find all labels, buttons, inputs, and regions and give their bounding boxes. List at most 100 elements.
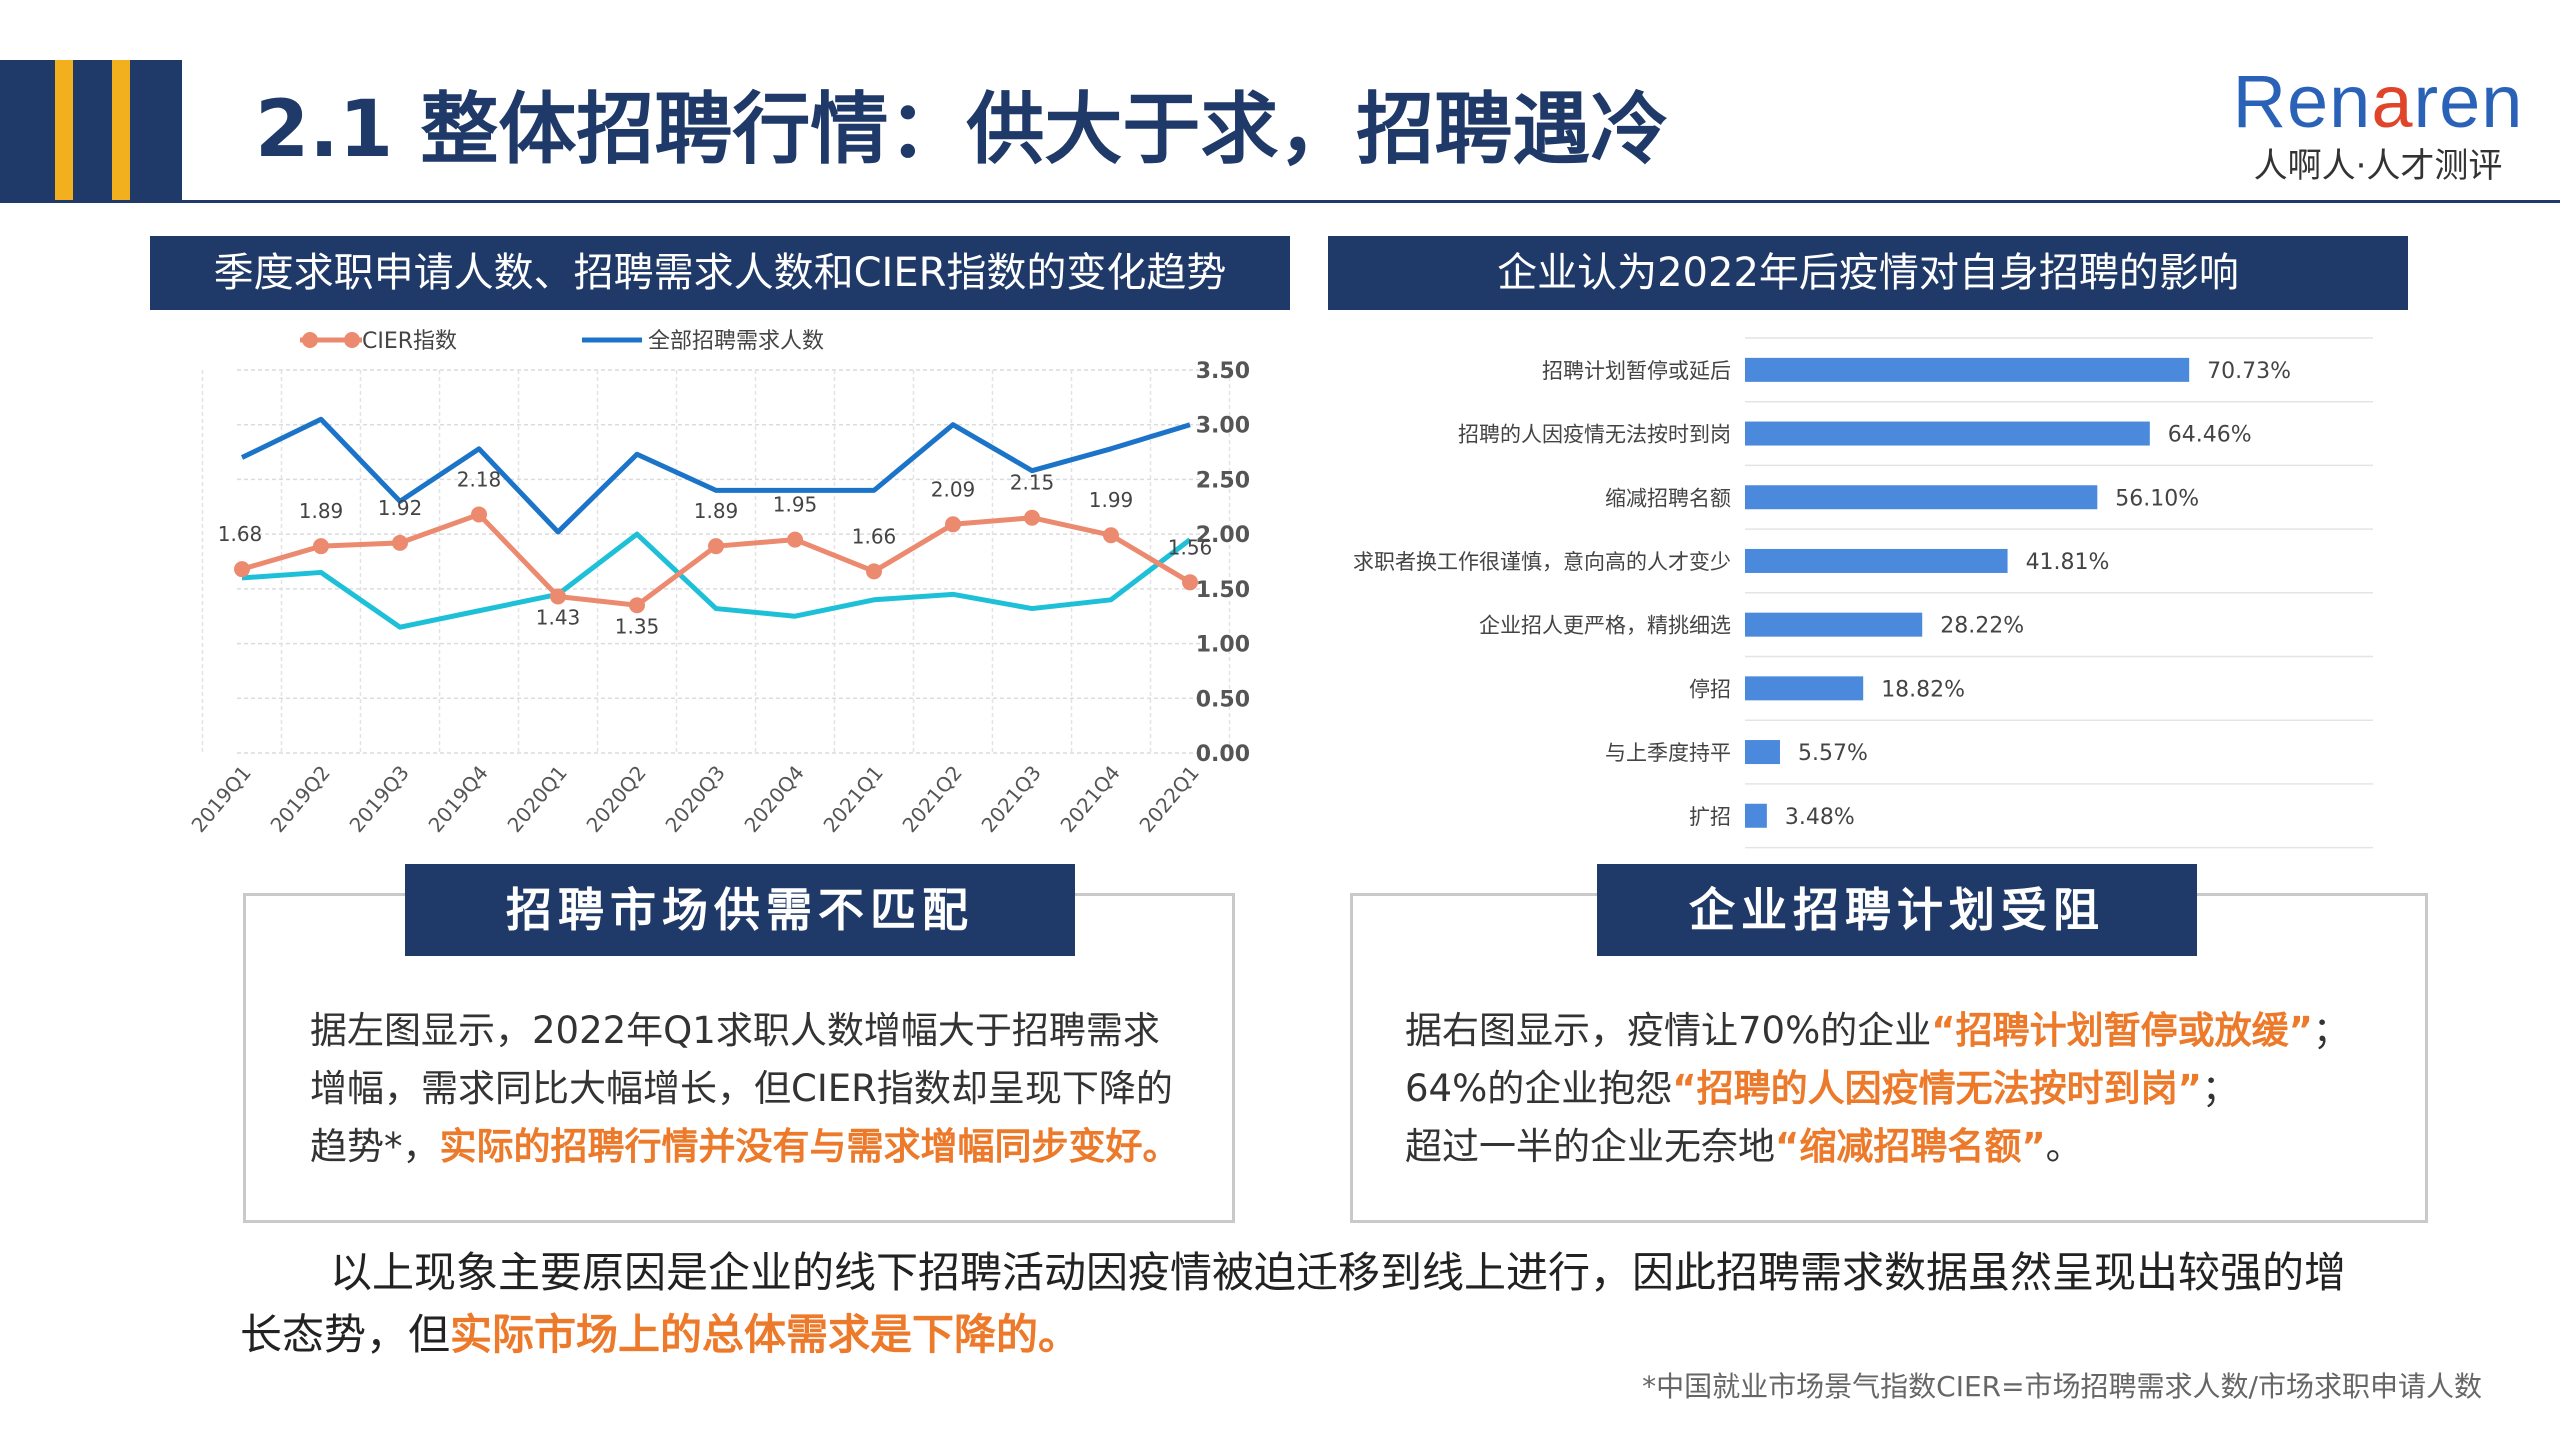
bar — [1745, 803, 1767, 828]
conclusion-text: 以上现象主要原因是企业的线下招聘活动因疫情被迫迁移到线上进行，因此招聘需求数据虽… — [240, 1248, 2347, 1359]
cier-data-label: 2.15 — [1010, 471, 1055, 495]
legend-label-cier: CIER指数 — [362, 329, 457, 354]
cier-point — [313, 538, 329, 555]
y-tick-label: 0.00 — [1196, 742, 1250, 767]
cier-data-label: 1.99 — [1089, 488, 1134, 512]
bar-value-label: 64.46% — [2168, 423, 2252, 448]
x-tick-label: 2020Q3 — [660, 761, 729, 837]
bar-value-label: 28.22% — [1940, 614, 2024, 639]
line-chart-grid — [201, 369, 1231, 754]
cier-data-label: 1.56 — [1168, 535, 1213, 559]
cier-point — [708, 538, 724, 555]
x-tick-label: 2021Q1 — [818, 761, 887, 837]
bar — [1745, 676, 1864, 701]
y-tick-label: 3.00 — [1196, 414, 1250, 439]
left-summary-label: 招聘市场供需不匹配 — [405, 864, 1075, 956]
bar — [1745, 421, 2150, 446]
cier-point — [1103, 527, 1119, 544]
y-tick-label: 3.50 — [1196, 359, 1250, 384]
x-tick-label: 2019Q3 — [344, 761, 413, 837]
header-block — [0, 60, 182, 202]
bar-chart: 招聘计划暂停或延后 70.73% 招聘的人因疫情无法按时到岗 64.46% 缩减招聘名额… — [1353, 337, 2373, 849]
bar-chart-grid — [1745, 337, 2373, 849]
bar — [1745, 357, 2190, 382]
x-tick-label: 2019Q4 — [423, 761, 492, 837]
page-title: 2.1 整体招聘行情：供大于求，招聘遇冷 — [255, 85, 1669, 175]
bar-value-label: 41.81% — [2026, 550, 2110, 575]
bar — [1745, 612, 1923, 637]
logo-subtitle: 人啊人·人才测评 — [2253, 146, 2503, 186]
cier-data-label: 1.89 — [299, 499, 344, 523]
line-chart-x-axis: 2019Q1 2019Q2 2019Q3 2019Q4 2020Q1 2020Q2 2020… — [186, 761, 1203, 837]
bar-category-label: 招聘的人因疫情无法按时到岗 — [1458, 423, 1731, 447]
series-line — [241, 531, 1192, 630]
legend-marker-cier — [344, 332, 360, 348]
header-stripe-1 — [55, 60, 73, 202]
cier-data-label: 1.89 — [694, 499, 739, 523]
cier-data-label: 2.18 — [457, 467, 502, 491]
x-tick-label: 2021Q3 — [976, 761, 1045, 837]
cier-point — [629, 597, 645, 614]
cier-data-label: 1.66 — [852, 524, 897, 548]
cier-point — [550, 588, 566, 605]
bar-category-label: 与上季度持平 — [1605, 741, 1731, 765]
cier-point — [1024, 509, 1040, 526]
line-chart: 0.000.501.001.502.002.503.003.50 2019Q1 2… — [186, 329, 1250, 837]
bar-category-label: 招聘计划暂停或延后 — [1542, 359, 1731, 383]
x-tick-label: 2022Q1 — [1134, 761, 1203, 837]
cier-point — [945, 516, 961, 533]
bar — [1745, 740, 1780, 765]
x-tick-label: 2019Q1 — [186, 761, 255, 837]
cier-point — [866, 563, 882, 580]
legend-label-demand: 全部招聘需求人数 — [648, 329, 824, 354]
left-summary-text: 据左图显示，2022年Q1求职人数增幅大于招聘需求增幅，需求同比大幅增长，但CI… — [310, 1009, 1180, 1168]
series-line — [240, 416, 1191, 535]
header-divider — [0, 200, 2560, 203]
line-chart-series: 1.68 1.89 1.92 2.18 1.43 1.35 1.89 1.95 1.66 2.09… — [218, 416, 1213, 638]
x-tick-label: 2021Q2 — [897, 761, 966, 837]
right-summary-line-2: 64%的企业抱怨“招聘的人因疫情无法按时到岗”； — [1405, 1067, 2239, 1110]
bar — [1745, 485, 2098, 510]
right-summary-text: 据右图显示，疫情让70%的企业“招聘计划暂停或放缓”； 64%的企业抱怨“招聘的… — [1405, 1002, 2405, 1176]
cier-data-label: 1.43 — [536, 606, 581, 630]
cier-point — [471, 506, 487, 523]
bar-category-label: 企业招人更严格，精挑细选 — [1479, 614, 1731, 638]
right-summary-line-3: 超过一半的企业无奈地“缩减招聘名额”。 — [1405, 1125, 2083, 1168]
cier-point — [787, 531, 803, 548]
right-summary-label: 企业招聘计划受阻 — [1597, 864, 2197, 956]
left-panel-title: 季度求职申请人数、招聘需求人数和CIER指数的变化趋势 — [150, 236, 1290, 310]
bar-category-label: 扩招 — [1689, 805, 1731, 829]
bar-value-label: 5.57% — [1798, 741, 1868, 766]
bar-category-label: 求职者换工作很谨慎，意向高的人才变少 — [1353, 550, 1731, 574]
line-chart-y-axis: 0.00 0.50 1.00 1.50 2.00 2.50 3.00 3.50 — [1196, 359, 1250, 767]
y-tick-label: 0.50 — [1196, 687, 1250, 712]
bar-category-label: 缩减招聘名额 — [1605, 486, 1731, 510]
x-tick-label: 2021Q4 — [1055, 761, 1124, 837]
cier-point — [234, 561, 250, 578]
footnote: *中国就业市场景气指数CIER=市场招聘需求人数/市场求职申请人数 — [1642, 1370, 2482, 1403]
bar — [1745, 548, 2008, 573]
cier-data-label: 1.92 — [378, 496, 423, 520]
x-tick-label: 2020Q2 — [581, 761, 650, 837]
bar-value-label: 70.73% — [2207, 359, 2291, 384]
y-tick-label: 2.50 — [1196, 468, 1250, 493]
bar-chart-bars: 招聘计划暂停或延后 70.73% 招聘的人因疫情无法按时到岗 64.46% 缩减招聘名额… — [1353, 357, 2291, 830]
line-chart-legend: CIER指数 全部招聘需求人数 — [300, 329, 824, 354]
bar-value-label: 56.10% — [2115, 486, 2199, 511]
logo: Renaren 人啊人·人才测评 — [2228, 60, 2528, 188]
header-stripe-2 — [112, 60, 130, 202]
right-panel-title: 企业认为2022年后疫情对自身招聘的影响 — [1328, 236, 2408, 310]
right-summary-line-1: 据右图显示，疫情让70%的企业“招聘计划暂停或放缓”； — [1405, 1009, 2350, 1052]
logo-main: Renaren — [2232, 60, 2524, 143]
x-tick-label: 2020Q1 — [502, 761, 571, 837]
cier-data-label: 1.95 — [773, 493, 818, 517]
x-tick-label: 2020Q4 — [739, 761, 808, 837]
conclusion-highlight: 实际市场上的总体需求是下降的。 — [450, 1310, 1081, 1359]
cier-point — [1182, 574, 1198, 591]
bar-value-label: 18.82% — [1881, 677, 1965, 702]
y-tick-label: 2.00 — [1196, 523, 1250, 548]
legend-marker-cier — [302, 332, 318, 348]
series-line — [241, 511, 1192, 608]
cier-data-label: 2.09 — [931, 477, 976, 501]
y-tick-label: 1.50 — [1196, 578, 1250, 603]
